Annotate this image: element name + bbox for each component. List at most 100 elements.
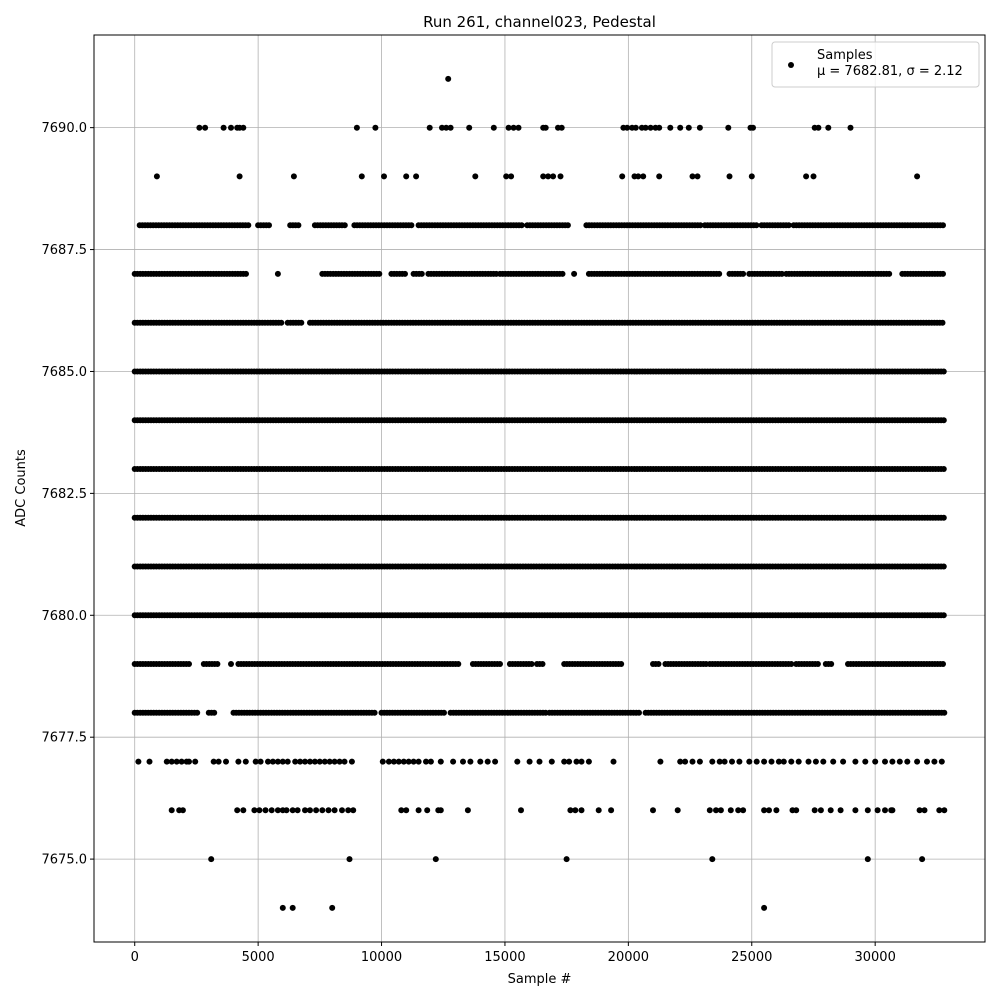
data-point <box>256 807 263 814</box>
data-point <box>515 124 522 131</box>
data-point <box>295 222 302 229</box>
data-point <box>194 709 201 716</box>
data-point <box>210 758 217 765</box>
data-point <box>518 222 525 229</box>
data-point <box>415 807 422 814</box>
data-point <box>740 270 747 277</box>
data-point <box>820 758 827 765</box>
data-point <box>941 807 948 814</box>
x-tick-label: 15000 <box>484 950 525 965</box>
data-point <box>297 758 304 765</box>
data-point <box>696 758 703 765</box>
data-point <box>746 758 753 765</box>
data-point <box>640 173 647 180</box>
data-point <box>558 124 565 131</box>
data-point <box>847 124 854 131</box>
data-point <box>536 758 543 765</box>
data-point <box>896 758 903 765</box>
data-point <box>793 807 800 814</box>
data-point <box>837 807 844 814</box>
data-point <box>624 124 631 131</box>
data-point <box>223 758 229 765</box>
data-point <box>852 807 859 814</box>
data-point <box>321 758 328 765</box>
data-point <box>694 173 701 180</box>
data-point <box>503 173 510 180</box>
data-point <box>761 758 768 765</box>
data-point <box>696 124 703 131</box>
data-point <box>464 807 471 814</box>
data-point <box>938 758 945 765</box>
data-point <box>904 758 911 765</box>
data-point <box>636 709 642 716</box>
data-point <box>862 758 869 765</box>
data-point <box>186 661 192 667</box>
data-point <box>936 807 943 814</box>
data-point <box>274 270 281 277</box>
data-point <box>766 807 772 814</box>
data-point <box>403 173 410 180</box>
y-tick-label: 7690.0 <box>42 121 88 136</box>
data-point <box>445 75 452 82</box>
data-point <box>677 758 684 765</box>
data-point <box>682 758 689 765</box>
y-tick-label: 7685.0 <box>42 365 88 380</box>
data-point <box>610 758 617 765</box>
data-point <box>761 904 768 911</box>
data-point <box>326 758 333 765</box>
data-point <box>466 124 473 131</box>
data-point <box>415 758 422 765</box>
data-point <box>886 270 893 277</box>
data-point <box>753 222 760 229</box>
data-point <box>173 758 180 765</box>
data-point <box>178 758 185 765</box>
data-point <box>313 807 320 814</box>
data-point <box>252 758 259 765</box>
data-point <box>336 758 343 765</box>
data-point <box>455 661 462 667</box>
data-point <box>921 807 928 814</box>
data-point <box>341 758 348 765</box>
data-point <box>325 807 332 814</box>
data-point <box>567 807 574 814</box>
plot-area <box>94 35 985 942</box>
data-point <box>542 124 549 131</box>
data-point <box>262 807 269 814</box>
data-point <box>311 758 318 765</box>
data-point <box>240 807 247 814</box>
data-point <box>939 319 946 326</box>
data-point <box>864 856 871 863</box>
data-point <box>566 758 573 765</box>
data-point <box>350 807 357 814</box>
data-point <box>571 270 578 277</box>
data-point <box>346 856 353 863</box>
data-point <box>810 173 817 180</box>
data-point <box>289 904 296 911</box>
data-point <box>528 661 535 667</box>
x-axis-label: Sample # <box>508 972 572 987</box>
data-point <box>460 758 466 765</box>
data-point <box>283 807 290 814</box>
y-tick-label: 7680.0 <box>42 609 88 624</box>
data-point <box>266 222 272 229</box>
data-point <box>830 758 837 765</box>
data-point <box>709 758 716 765</box>
data-point <box>864 807 871 814</box>
data-point <box>408 222 415 229</box>
data-point <box>748 173 755 180</box>
data-point <box>450 758 457 765</box>
data-point <box>788 758 795 765</box>
x-tick-label: 30000 <box>854 950 895 965</box>
data-point <box>345 807 352 814</box>
data-point <box>484 758 491 765</box>
data-point <box>447 124 454 131</box>
data-point <box>572 807 579 814</box>
data-point <box>805 758 812 765</box>
data-point <box>674 807 681 814</box>
data-point <box>940 222 946 229</box>
data-point <box>307 807 313 814</box>
data-point <box>274 758 281 765</box>
data-point <box>608 807 615 814</box>
data-point <box>497 661 503 667</box>
